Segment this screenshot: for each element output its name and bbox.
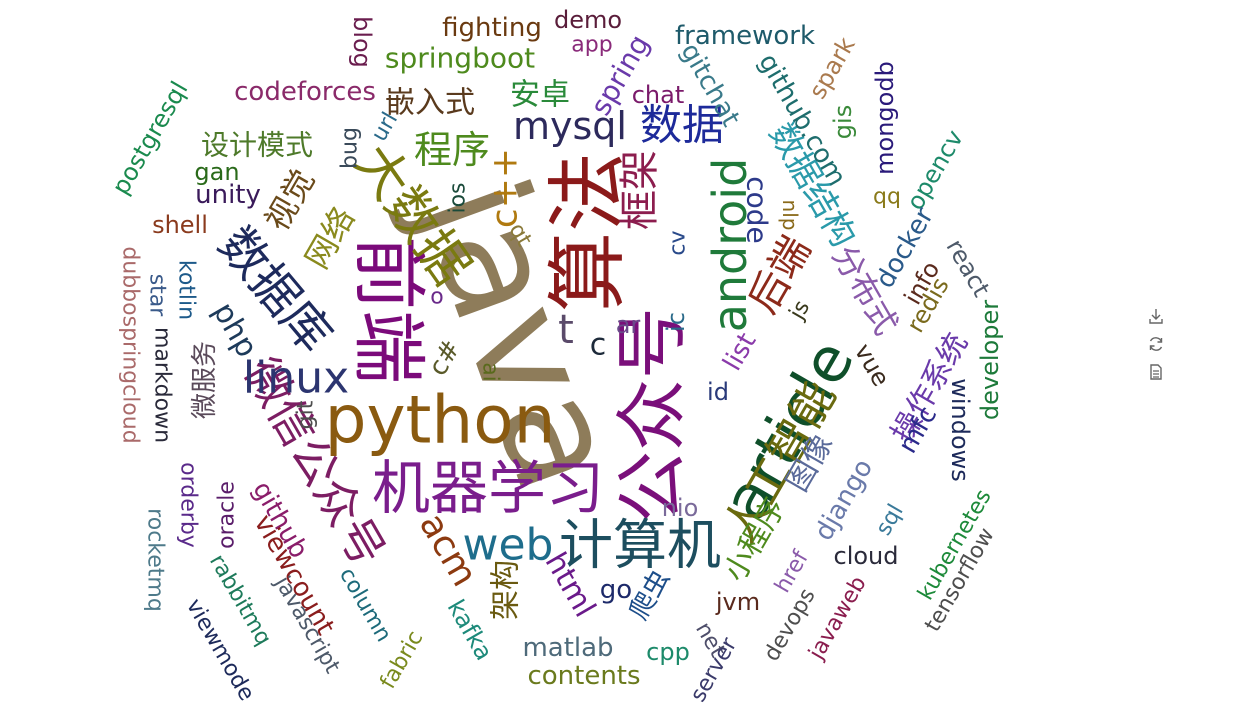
word-41: framework	[675, 21, 815, 51]
download-icon	[1149, 309, 1163, 324]
word-58: ios	[446, 182, 471, 213]
word-2: 算法	[542, 152, 635, 312]
word-42: fighting	[442, 13, 542, 43]
word-34: code	[741, 176, 774, 244]
word-45: app	[571, 33, 612, 58]
word-79: id	[707, 378, 729, 406]
word-16: 数据	[640, 101, 724, 150]
word-98: matlab	[522, 633, 613, 663]
word-1: python	[325, 382, 556, 459]
word-15: mysql	[513, 104, 627, 148]
word-55: bug	[338, 127, 363, 169]
word-19: 框架	[617, 150, 663, 230]
word-88: oracle	[215, 481, 240, 549]
word-75: o	[430, 285, 443, 310]
word-53: postgresql	[106, 77, 193, 200]
word-62: nlp	[778, 200, 802, 231]
word-112: sql	[871, 500, 908, 540]
word-27: 视觉	[258, 163, 323, 237]
word-87: orderby	[176, 462, 201, 548]
word-78: list	[717, 328, 762, 376]
word-18: c++	[485, 148, 526, 228]
data-view-button[interactable]	[1146, 362, 1166, 382]
word-43: demo	[554, 6, 622, 34]
word-84: 微服务	[190, 341, 220, 419]
word-73: ar	[616, 311, 641, 339]
word-44: blog	[348, 16, 376, 68]
word-67: developer	[976, 300, 1004, 420]
word-52: qq	[873, 185, 901, 210]
word-105: server	[686, 633, 743, 707]
word-6: 机器学习	[372, 454, 604, 522]
save-image-button[interactable]	[1146, 306, 1166, 326]
word-10: 计算机	[559, 514, 721, 577]
word-59: shell	[152, 211, 208, 239]
word-57: unity	[195, 180, 261, 210]
word-22: springboot	[385, 42, 535, 75]
word-80: dubbospringcloud	[118, 246, 143, 443]
word-17: 程序	[414, 128, 490, 172]
word-86: git	[294, 400, 319, 429]
chart-toolbox	[1146, 306, 1166, 382]
refresh-icon	[1149, 337, 1163, 351]
word-38: 架构	[489, 560, 524, 620]
word-56: gan	[194, 158, 239, 186]
word-83: markdown	[150, 327, 175, 443]
word-5: 前端	[345, 236, 431, 384]
word-47: chat	[632, 81, 685, 109]
word-95: column	[334, 564, 396, 647]
word-102: cpp	[646, 638, 690, 666]
word-81: star	[145, 274, 170, 318]
word-11: web	[463, 520, 554, 571]
word-50: gis	[829, 105, 857, 139]
word-61: cv	[666, 230, 691, 255]
word-82: kotlin	[174, 260, 199, 320]
word-9: android	[703, 158, 757, 333]
word-103: jvm	[715, 588, 760, 616]
word-68: windows	[946, 378, 974, 482]
data-view-icon	[1150, 364, 1162, 380]
word-51: opencv	[901, 125, 969, 215]
word-49: mongodb	[871, 61, 899, 175]
word-100: go	[600, 575, 632, 605]
word-23: 嵌入式	[385, 86, 475, 121]
word-3: 公众号	[610, 307, 694, 523]
word-14: linux	[243, 353, 349, 404]
word-72: c	[590, 328, 607, 363]
word-40: 设计模式	[201, 129, 313, 162]
word-71: t	[558, 307, 574, 353]
restore-button[interactable]	[1146, 334, 1166, 354]
word-74: ic	[662, 312, 690, 332]
word-108: javaweb	[804, 572, 872, 665]
word-109: cloud	[834, 542, 899, 570]
word-99: contents	[527, 661, 640, 691]
word-77: ai	[478, 362, 503, 382]
word-24: 安卓	[510, 78, 570, 113]
word-113: nio	[662, 494, 699, 522]
word-39: codeforces	[234, 77, 376, 107]
word-91: rocketmq	[143, 508, 168, 612]
